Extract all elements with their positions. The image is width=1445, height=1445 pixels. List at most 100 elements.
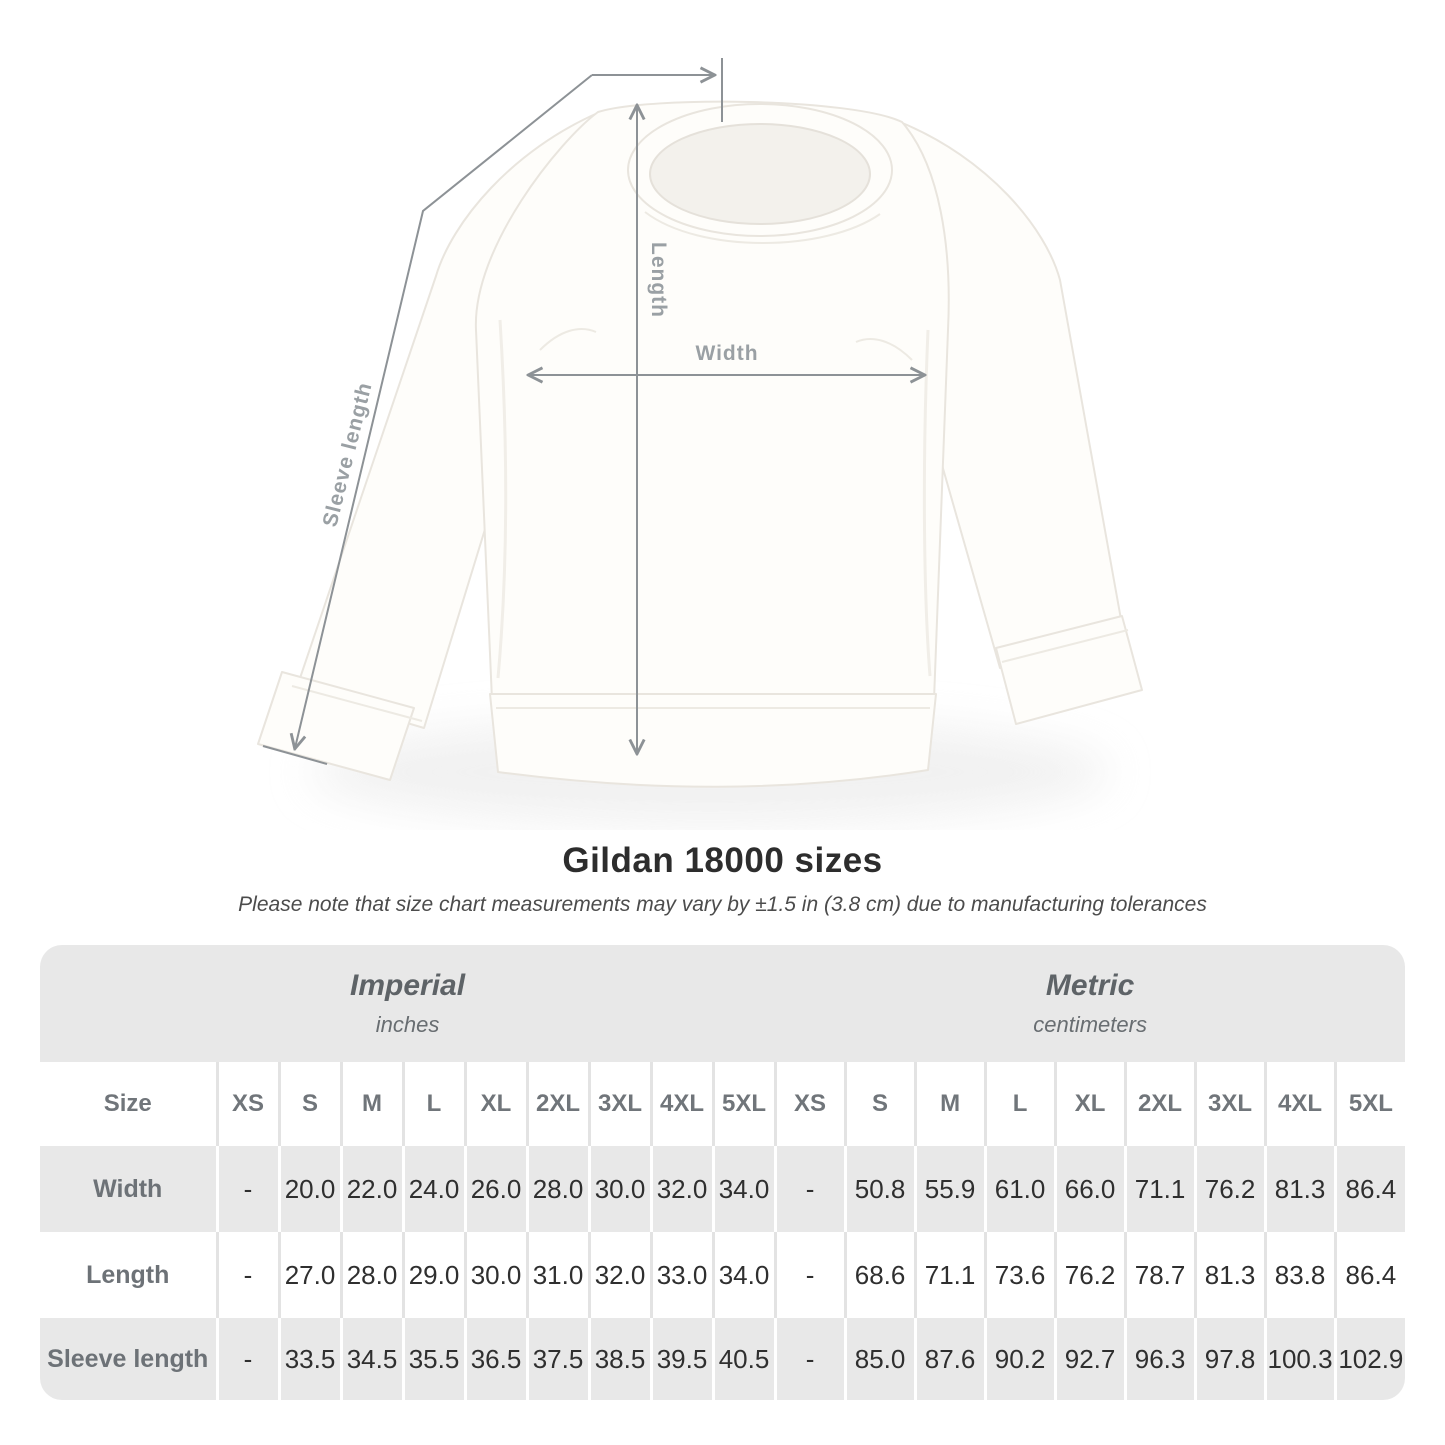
imperial-group-title: Imperial <box>350 969 466 1002</box>
width-value-cell: 61.0 <box>983 1146 1056 1232</box>
sleeve-length-row-label: Sleeve length <box>40 1318 217 1400</box>
size-header-cell: XL <box>463 1062 527 1146</box>
sweatshirt-illustration <box>257 100 1143 824</box>
length-measure-label: Length <box>647 242 670 318</box>
width-measure-label: Width <box>695 342 758 365</box>
sleeve-length-value-cell: 37.5 <box>525 1318 589 1400</box>
tolerance-note: Please note that size chart measurements… <box>238 893 1207 916</box>
width-value-cell: 66.0 <box>1053 1146 1126 1232</box>
length-value-cell: 78.7 <box>1123 1232 1196 1318</box>
sleeve-length-value-cell: 34.5 <box>339 1318 403 1400</box>
length-value-cell: - <box>215 1232 279 1318</box>
width-row-label: Width <box>40 1146 217 1232</box>
size-header-cell: L <box>401 1062 465 1146</box>
width-value-cell: 32.0 <box>649 1146 713 1232</box>
width-value-cell: 22.0 <box>339 1146 403 1232</box>
size-header-cell: XL <box>1053 1062 1126 1146</box>
size-chart-table: Imperial inches Metric centimeters Size … <box>40 945 1406 1400</box>
length-value-cell: 68.6 <box>843 1232 916 1318</box>
right-cuff-seam <box>1001 629 1129 663</box>
length-value-cell: - <box>773 1232 846 1318</box>
width-value-cell: 71.1 <box>1123 1146 1196 1232</box>
left-armpit-seam <box>539 328 597 351</box>
sleeve-length-value-cell: 102.9 <box>1333 1318 1406 1400</box>
length-value-cell: 83.8 <box>1263 1232 1336 1318</box>
imperial-group-unit: inches <box>375 1012 440 1037</box>
size-header-cell: L <box>983 1062 1056 1146</box>
width-value-cell: - <box>215 1146 279 1232</box>
sleeve-length-value-cell: 90.2 <box>983 1318 1056 1400</box>
metric-group-title: Metric <box>1045 969 1135 1002</box>
right-armpit-seam <box>855 338 913 361</box>
metric-group-unit: centimeters <box>1033 1012 1147 1037</box>
length-value-cell: 27.0 <box>277 1232 341 1318</box>
page-title: Gildan 18000 sizes <box>562 841 883 880</box>
width-value-cell: - <box>773 1146 846 1232</box>
width-value-cell: 28.0 <box>525 1146 589 1232</box>
left-cuff <box>257 671 415 781</box>
width-value-cell: 81.3 <box>1263 1146 1336 1232</box>
size-header-cell: 5XL <box>711 1062 776 1146</box>
width-value-cell: 26.0 <box>463 1146 527 1232</box>
sleeve-length-value-cell: 96.3 <box>1123 1318 1196 1400</box>
length-value-cell: 81.3 <box>1193 1232 1266 1318</box>
length-row: Length -27.0 28.0 29.0 30.0 31.0 32.0 33.0 34.0… <box>40 1232 1406 1318</box>
metric-band: Metric centimeters <box>775 945 1406 1062</box>
sleeve-length-row: Sleeve length -33.5 34.5 35.5 36.5 37.5 38.5 3… <box>40 1318 1406 1400</box>
sleeve-length-measure-line <box>295 74 593 748</box>
size-header-cell: 4XL <box>1263 1062 1336 1146</box>
sleeve-length-value-cell: 40.5 <box>711 1318 776 1400</box>
right-body-crease <box>922 329 932 677</box>
sleeve-length-value-cell: 38.5 <box>587 1318 651 1400</box>
size-header-cell: 3XL <box>1193 1062 1266 1146</box>
sleeve-length-value-cell: - <box>773 1318 846 1400</box>
sleeve-length-value-cell: 36.5 <box>463 1318 527 1400</box>
width-value-cell: 76.2 <box>1193 1146 1266 1232</box>
sleeve-length-end-tick <box>262 745 328 765</box>
sleeve-length-value-cell: 97.8 <box>1193 1318 1266 1400</box>
product-measurement-diagram: Length Width Sleeve length <box>257 58 1143 824</box>
torso <box>474 100 950 701</box>
width-row: Width -20.0 22.0 24.0 26.0 28.0 30.0 32.0 34.0-… <box>40 1146 1406 1232</box>
length-value-cell: 28.0 <box>339 1232 403 1318</box>
left-body-crease <box>496 319 508 679</box>
length-value-cell: 73.6 <box>983 1232 1056 1318</box>
size-header-cell: 2XL <box>1123 1062 1196 1146</box>
size-header-cell: M <box>913 1062 986 1146</box>
size-header-cell: M <box>339 1062 403 1146</box>
length-value-cell: 71.1 <box>913 1232 986 1318</box>
collar-inner <box>649 123 871 225</box>
imperial-band: Imperial inches <box>40 945 776 1062</box>
length-value-cell: 33.0 <box>649 1232 713 1318</box>
sleeve-length-value-cell: 85.0 <box>843 1318 916 1400</box>
width-value-cell: 50.8 <box>843 1146 916 1232</box>
length-value-cell: 31.0 <box>525 1232 589 1318</box>
size-header-cell: XS <box>215 1062 279 1146</box>
size-header-cell: 4XL <box>649 1062 713 1146</box>
right-cuff <box>995 615 1143 725</box>
size-header-cell: S <box>277 1062 341 1146</box>
width-value-cell: 24.0 <box>401 1146 465 1232</box>
sleeve-length-value-cell: 92.7 <box>1053 1318 1126 1400</box>
length-value-cell: 32.0 <box>587 1232 651 1318</box>
collar-underline-seam <box>644 211 881 244</box>
width-value-cell: 55.9 <box>913 1146 986 1232</box>
size-header-cell: S <box>843 1062 916 1146</box>
sleeve-length-value-cell: - <box>215 1318 279 1400</box>
width-value-cell: 34.0 <box>711 1146 776 1232</box>
size-header-cell: 5XL <box>1333 1062 1406 1146</box>
sleeve-length-value-cell: 100.3 <box>1263 1318 1336 1400</box>
size-col-header: Size <box>40 1062 217 1146</box>
left-cuff-seam <box>291 685 423 722</box>
width-value-cell: 30.0 <box>587 1146 651 1232</box>
size-header-cell: 3XL <box>587 1062 651 1146</box>
size-header-row: Size XS S M L XL 2XL 3XL 4XL 5XL XS S M L XL 2XL 3XL 4XL… <box>40 1062 1406 1146</box>
length-value-cell: 86.4 <box>1333 1232 1406 1318</box>
length-row-label: Length <box>40 1232 217 1318</box>
width-value-cell: 86.4 <box>1333 1146 1406 1232</box>
unit-band-row: Imperial inches Metric centimeters <box>40 945 1406 1062</box>
sleeve-length-value-cell: 35.5 <box>401 1318 465 1400</box>
length-value-cell: 34.0 <box>711 1232 776 1318</box>
length-value-cell: 29.0 <box>401 1232 465 1318</box>
